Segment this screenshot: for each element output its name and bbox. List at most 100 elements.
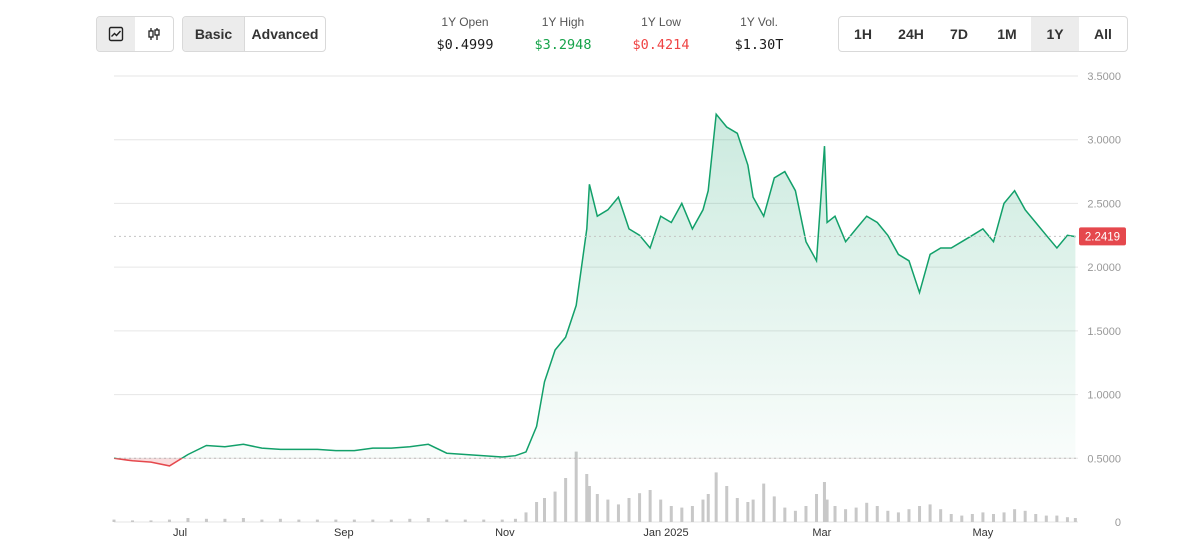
volume-bar: [574, 451, 578, 522]
stat-1y-low: 1Y Low $0.4214: [611, 14, 711, 53]
volume-bar: [735, 498, 739, 522]
range-1y-button[interactable]: 1Y: [1031, 17, 1079, 51]
volume-bar: [278, 518, 282, 522]
volume-bar: [389, 519, 393, 522]
volume-bar: [725, 486, 729, 522]
volume-bar: [595, 494, 599, 522]
volume-bar: [865, 502, 869, 522]
y-tick-label: 2.5000: [1087, 198, 1121, 210]
volume-bar: [297, 519, 301, 522]
candlestick-icon: [148, 28, 160, 40]
volume-bar: [886, 510, 890, 522]
stat-value: $0.4999: [436, 37, 494, 53]
volume-bar: [408, 518, 412, 522]
volume-bar: [223, 518, 227, 522]
volume-bar: [564, 478, 568, 522]
stat-label: 1Y High: [541, 15, 585, 29]
volume-bar: [149, 520, 153, 522]
volume-bar: [804, 506, 808, 522]
volume-bar: [825, 499, 829, 522]
volume-bar: [1002, 512, 1006, 522]
chart-toolbar: Basic Advanced 1Y Open $0.4999 1Y High $…: [0, 0, 1202, 70]
volume-bar: [970, 514, 974, 522]
stat-label: 1Y Low: [641, 15, 681, 29]
volume-bar: [746, 502, 750, 522]
volume-bar: [1055, 515, 1059, 522]
volume-bar: [648, 490, 652, 522]
volume-bar: [167, 519, 171, 522]
range-1h-button[interactable]: 1H: [854, 26, 872, 42]
basic-mode-button[interactable]: Basic: [183, 17, 244, 51]
price-line-up: [114, 112, 1076, 459]
volume-bars: [112, 451, 1077, 522]
y-tick-label: 0: [1115, 517, 1121, 529]
volume-bar: [991, 514, 995, 522]
volume-bar: [706, 494, 710, 522]
volume-bar: [587, 486, 591, 522]
time-range-selector: 1H 24H 7D 1M 1Y All: [838, 16, 1128, 52]
volume-bar: [714, 472, 718, 522]
volume-bar: [352, 519, 356, 522]
volume-bar: [371, 519, 375, 522]
volume-bar: [260, 519, 264, 522]
volume-bar: [981, 512, 985, 522]
volume-bar: [426, 518, 430, 522]
volume-bar: [844, 509, 848, 522]
volume-bar: [875, 506, 879, 522]
volume-bar: [1044, 515, 1048, 522]
volume-bar: [1023, 510, 1027, 522]
volume-bar: [1013, 509, 1017, 522]
advanced-mode-button[interactable]: Advanced: [244, 17, 325, 51]
stat-label: 1Y Vol.: [740, 15, 778, 29]
volume-bar: [793, 510, 797, 522]
volume-bar: [939, 509, 943, 522]
range-24h-button[interactable]: 24H: [898, 26, 924, 42]
volume-bar: [751, 499, 755, 522]
volume-bar: [130, 520, 134, 522]
volume-bar: [482, 519, 486, 522]
x-tick-label: Nov: [495, 527, 515, 539]
volume-bar: [1073, 518, 1077, 522]
candlestick-chart-button[interactable]: [135, 17, 173, 51]
volume-bar: [762, 483, 766, 522]
volume-bar: [669, 506, 673, 522]
current-price-label: 2.2419: [1085, 231, 1120, 243]
volume-bar: [815, 494, 819, 522]
stat-1y-high: 1Y High $3.2948: [513, 14, 613, 53]
line-chart-button[interactable]: [97, 17, 135, 51]
y-tick-label: 3.5000: [1087, 71, 1121, 83]
stat-1y-open: 1Y Open $0.4999: [415, 14, 515, 53]
line-chart-icon: [108, 26, 124, 42]
volume-bar: [680, 507, 684, 522]
y-tick-label: 2.0000: [1087, 262, 1121, 274]
x-tick-label: Jul: [173, 527, 187, 539]
volume-bar: [1065, 517, 1069, 522]
volume-bar: [445, 519, 449, 522]
volume-bar: [918, 506, 922, 522]
volume-bar: [535, 502, 539, 522]
volume-bar: [186, 518, 190, 522]
volume-bar: [500, 519, 504, 522]
volume-bar: [1034, 514, 1038, 522]
range-7d-button[interactable]: 7D: [950, 26, 968, 42]
volume-bar: [204, 518, 208, 522]
volume-bar: [772, 496, 776, 522]
volume-bar: [960, 515, 964, 522]
mode-toggle: Basic Advanced: [182, 16, 326, 52]
stat-value: $1.30T: [734, 37, 784, 53]
volume-bar: [542, 498, 546, 522]
volume-bar: [553, 491, 557, 522]
volume-bar: [701, 499, 705, 522]
volume-bar: [585, 474, 589, 522]
volume-bar: [241, 518, 245, 522]
volume-bar: [112, 519, 116, 522]
volume-bar: [854, 507, 858, 522]
y-tick-label: 1.0000: [1087, 390, 1121, 402]
range-1m-button[interactable]: 1M: [997, 26, 1017, 42]
x-tick-label: Jan 2025: [643, 527, 688, 539]
stat-value: $0.4214: [632, 37, 690, 53]
chart-type-toggle: [96, 16, 174, 52]
volume-bar: [896, 512, 900, 522]
range-all-button[interactable]: All: [1094, 26, 1112, 42]
